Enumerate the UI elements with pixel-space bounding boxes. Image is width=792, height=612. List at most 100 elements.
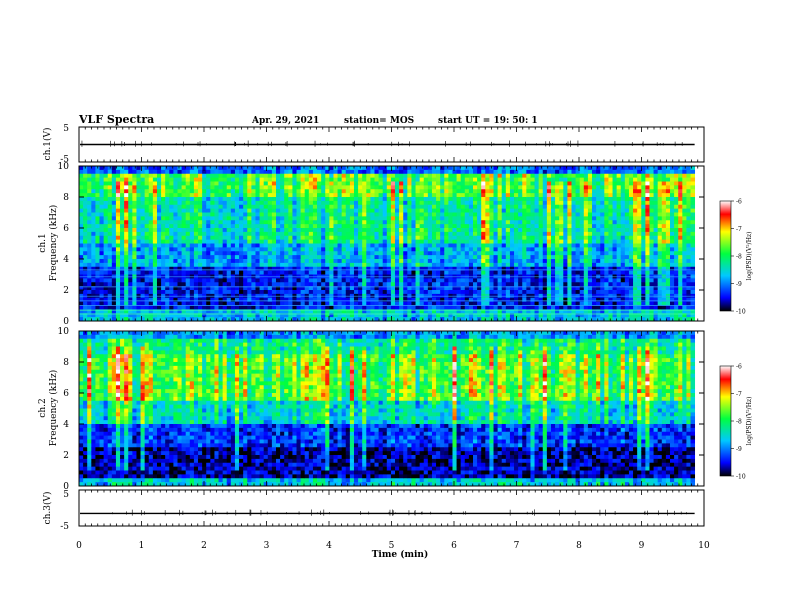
spectrogram-cell <box>366 197 371 202</box>
spectrogram-cell <box>111 247 117 252</box>
spectrogram-cell <box>165 247 170 252</box>
spectrogram-cell <box>296 208 302 213</box>
spectrogram-cell <box>337 247 343 252</box>
spectrogram-cell <box>259 185 265 190</box>
spectrogram-cell <box>546 282 552 287</box>
spectrogram-cell <box>579 169 585 175</box>
spectrogram-cell <box>501 266 507 272</box>
spectrogram-cell <box>567 200 572 206</box>
spectrogram-cell <box>300 169 306 175</box>
spectrogram-cell <box>288 220 293 225</box>
spectrogram-cell <box>514 231 519 237</box>
spectrogram-cell <box>427 305 433 310</box>
spectrogram-cell <box>156 270 162 275</box>
spectrogram-cell <box>378 259 384 264</box>
spectrogram-cell <box>259 247 265 252</box>
spectrogram-cell <box>226 181 232 186</box>
spectrogram-cell <box>280 266 285 272</box>
spectrogram-cell <box>79 208 84 213</box>
spectrogram-cell <box>284 220 289 225</box>
spectrogram-cell <box>530 313 535 318</box>
spectrogram-cell <box>407 177 412 182</box>
spectrogram-cell <box>210 169 215 175</box>
spectrogram-cell <box>276 231 281 237</box>
spectrogram-cell <box>333 286 338 291</box>
spectrogram-cell <box>518 239 523 244</box>
spectrogram-cell <box>571 220 576 225</box>
spectrogram-cell <box>230 208 236 213</box>
spectrogram-cell <box>386 220 392 225</box>
spectrogram-cell <box>247 224 252 229</box>
spectrogram-cell <box>415 212 421 217</box>
spectrogram-cell <box>284 189 289 194</box>
spectrogram-cell <box>522 224 527 229</box>
spectrogram-cell <box>152 166 158 171</box>
spectrogram-cell <box>477 278 482 283</box>
spectrogram-cell <box>395 235 400 241</box>
spectrogram-cell <box>358 278 363 283</box>
spectrogram-cell <box>99 189 105 194</box>
spectrogram-cell <box>300 278 306 283</box>
spectrogram-cell <box>177 243 182 248</box>
spectrogram-cell <box>374 208 379 213</box>
spectrogram-cell <box>349 290 355 295</box>
spectrogram-cell <box>189 189 195 194</box>
spectrogram-cell <box>173 166 178 171</box>
spectrogram-cell <box>317 239 322 244</box>
spectrogram-cell <box>509 181 515 186</box>
spectrogram-cell <box>423 313 429 318</box>
spectrogram-cell <box>493 220 499 225</box>
spectrogram-cell <box>239 220 244 225</box>
spectrogram-cell <box>378 177 384 182</box>
spectrogram-cell <box>259 193 265 198</box>
spectrogram-cell <box>464 169 470 175</box>
spectrogram-cell <box>514 185 519 190</box>
spectrogram-cell <box>509 262 515 268</box>
spectrogram-cell <box>423 278 429 283</box>
spectrogram-cell <box>177 255 182 260</box>
spectrogram-cell <box>559 204 564 210</box>
spectrogram-cell <box>341 286 347 291</box>
spectrogram-cell <box>87 166 92 171</box>
spectrogram-cell <box>91 200 96 206</box>
spectrogram-cell <box>370 208 375 213</box>
spectrogram-cell <box>337 224 343 229</box>
spectrogram-cell <box>259 313 265 318</box>
spectrogram-cell <box>120 193 125 198</box>
spectrogram-cell <box>263 235 269 241</box>
spectrogram-cell <box>530 166 535 171</box>
spectrogram-cell <box>218 247 224 252</box>
spectrogram-cell <box>374 193 379 198</box>
spectrogram-cell <box>559 251 564 256</box>
spectrogram-cell <box>493 235 499 241</box>
spectrogram-cell <box>288 243 293 248</box>
spectrogram-cell <box>464 197 470 202</box>
spectrogram-cell <box>522 313 527 318</box>
spectrogram-cell <box>103 166 109 171</box>
spectrogram-cell <box>210 266 215 272</box>
spectrogram-cell <box>296 166 302 171</box>
spectrogram-cell <box>329 286 334 291</box>
spectrogram-cell <box>386 173 392 179</box>
spectrogram-cell <box>509 243 515 248</box>
spectrogram-cell <box>271 255 277 260</box>
spectrogram-cell <box>136 305 141 310</box>
spectrogram-cell <box>456 259 462 264</box>
spectrogram-cell <box>518 208 523 213</box>
spectrogram-cell <box>468 266 474 272</box>
spectrogram-cell <box>280 216 285 221</box>
spectrogram-cell <box>530 262 535 268</box>
spectrogram-cell <box>181 235 187 241</box>
spectrogram-cell <box>276 189 281 194</box>
spectrogram-cell <box>144 262 150 268</box>
spectrogram-cell <box>276 181 281 186</box>
spectrogram-cell <box>559 239 564 244</box>
spectrogram-cell <box>251 185 256 190</box>
spectrogram-cell <box>427 247 433 252</box>
spectrogram-cell <box>234 235 240 241</box>
spectrogram-cell <box>99 278 105 283</box>
spectrogram-cell <box>436 251 441 256</box>
spectrogram-cell <box>271 286 277 291</box>
spectrogram-cell <box>378 197 384 202</box>
spectrogram-cell <box>230 200 236 206</box>
